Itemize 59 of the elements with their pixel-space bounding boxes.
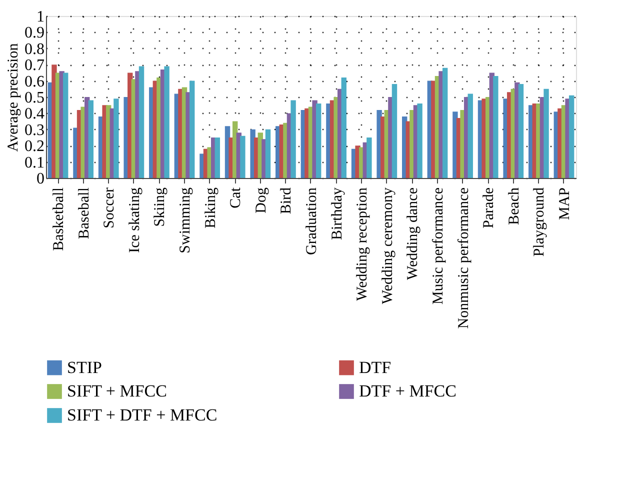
bar bbox=[544, 88, 549, 178]
bar bbox=[240, 136, 246, 178]
x-tick-label: Music performance bbox=[430, 187, 446, 305]
bar bbox=[290, 100, 296, 178]
y-tick-label: 0 bbox=[36, 170, 44, 188]
x-tick-label: MAP bbox=[556, 188, 573, 220]
legend-label: DTF + MFCC bbox=[359, 382, 456, 400]
y-tick-label: 0.7 bbox=[24, 57, 44, 74]
legend-label: SIFT + MFCC bbox=[67, 382, 167, 400]
bar bbox=[392, 84, 398, 178]
bar bbox=[265, 129, 271, 178]
y-tick-label: 0.2 bbox=[24, 138, 44, 156]
x-tick-label: Swimming bbox=[178, 187, 194, 254]
y-tick-label: 1 bbox=[36, 8, 44, 26]
bar bbox=[63, 72, 68, 178]
x-tick-label: Ice skating bbox=[126, 187, 143, 253]
bar bbox=[341, 78, 346, 178]
bar bbox=[568, 95, 574, 178]
bar bbox=[316, 103, 322, 178]
bar bbox=[493, 76, 498, 178]
x-tick-label: Baseball bbox=[76, 188, 92, 240]
x-tick-label: Nonmusic performance bbox=[456, 187, 472, 329]
x-tick-label: Graduation bbox=[304, 187, 320, 255]
x-tick-label: Wedding ceremony bbox=[380, 187, 396, 304]
x-tick-label: Parade bbox=[481, 187, 498, 228]
bar bbox=[468, 94, 473, 178]
x-tick-label: Beach bbox=[506, 187, 522, 225]
x-tick-label: Basketball bbox=[51, 188, 68, 251]
x-tick-label: Bird bbox=[278, 187, 295, 214]
x-tick-label: Biking bbox=[202, 187, 219, 228]
bar bbox=[214, 138, 220, 178]
bar bbox=[366, 138, 372, 178]
bar bbox=[417, 103, 422, 178]
bar bbox=[114, 98, 119, 178]
y-tick-label: 0.4 bbox=[24, 106, 44, 123]
x-tick-label: Wedding dance bbox=[405, 187, 422, 280]
x-tick-label: Wedding reception bbox=[354, 187, 371, 301]
bar bbox=[88, 100, 94, 178]
bar bbox=[164, 66, 170, 178]
legend-label: DTF bbox=[359, 358, 392, 377]
x-tick-label: Cat bbox=[228, 186, 244, 208]
legend-label: STIP bbox=[67, 358, 102, 377]
x-tick-label: Birthday bbox=[329, 187, 346, 240]
y-tick-label: 0.5 bbox=[24, 90, 44, 106]
y-tick-label: 0.6 bbox=[24, 73, 44, 90]
x-tick-label: Playground bbox=[532, 187, 548, 257]
bar bbox=[518, 84, 524, 178]
x-tick-label: Skiing bbox=[152, 187, 168, 227]
bar bbox=[190, 80, 195, 178]
y-tick-label: 0.3 bbox=[24, 122, 44, 139]
legend-label: SIFT + DTF + MFCC bbox=[67, 406, 218, 424]
x-tick-label: Soccer bbox=[102, 187, 118, 228]
bar bbox=[442, 68, 448, 178]
y-tick-label: 0.1 bbox=[24, 154, 44, 172]
y-tick-label: 0.8 bbox=[24, 40, 44, 58]
x-tick-label: Dog bbox=[253, 187, 270, 214]
bar bbox=[138, 66, 144, 178]
y-tick-label: 0.9 bbox=[24, 24, 44, 42]
y-axis-title: Average precision bbox=[6, 42, 22, 152]
